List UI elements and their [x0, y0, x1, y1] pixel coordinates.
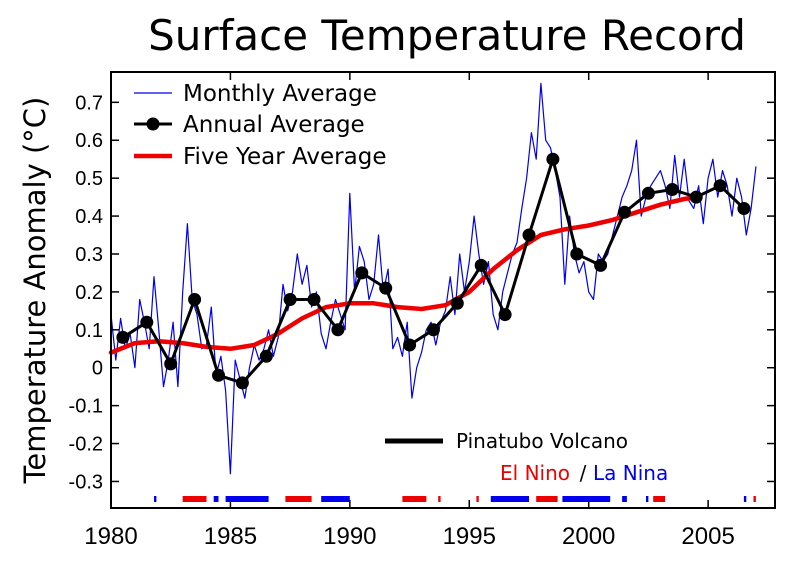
annual-average-point — [546, 152, 560, 166]
legend-label-2: Five Year Average — [183, 144, 386, 170]
annual-average-point — [665, 183, 679, 196]
x-tick-label: 1980 — [84, 523, 137, 550]
annual-average-point — [259, 349, 273, 363]
legend-label-0: Monthly Average — [183, 81, 377, 107]
series-line-0 — [110, 82, 757, 475]
x-tick-label: 1995 — [443, 523, 496, 550]
plot-area — [108, 82, 757, 475]
annual-average-point — [235, 376, 249, 390]
label-separator: / — [580, 461, 587, 485]
annual-average-point — [522, 228, 536, 242]
annual-average-point — [283, 293, 297, 306]
annual-average-point — [403, 338, 417, 352]
la-nina-label: La Nina — [593, 461, 668, 485]
x-tick-label: 2005 — [681, 523, 734, 550]
annual-average-point — [713, 179, 727, 193]
y-tick-label: 0.5 — [75, 168, 103, 190]
x-axis-ticks: 1980 1985 1990 1995 2000 2005 — [84, 72, 735, 550]
y-tick-label: 0.2 — [75, 282, 103, 304]
y-tick-label: 0.1 — [75, 320, 103, 342]
annual-average-point — [188, 293, 202, 306]
plot-frame — [110, 71, 776, 509]
y-tick-label: 0.3 — [75, 244, 103, 266]
y-tick-label: -0.3 — [69, 471, 103, 493]
annual-average-point — [212, 368, 225, 382]
annual-average-point — [737, 202, 751, 215]
annual-average-point — [355, 266, 369, 280]
legend-label-1: Annual Average — [183, 112, 365, 138]
x-tick-label: 1990 — [323, 523, 376, 550]
annual-average-point — [498, 308, 512, 322]
annual-average-point — [307, 293, 321, 306]
legend: Monthly Average Annual Average Five Year A… — [134, 81, 386, 170]
annual-average-point — [689, 190, 703, 204]
el-nino-label: El Nino — [500, 461, 570, 485]
annual-average-point — [116, 330, 130, 344]
annual-average-point — [331, 323, 345, 337]
y-tick-label: -0.2 — [69, 434, 103, 456]
legend-marker — [146, 117, 160, 131]
chart-title: Surface Temperature Record — [148, 11, 746, 60]
annual-average-point — [570, 247, 584, 261]
x-tick-label: 2000 — [562, 523, 615, 550]
annual-average-point — [450, 296, 464, 310]
y-tick-label: 0.4 — [75, 206, 103, 228]
annual-average-point — [164, 357, 178, 371]
annual-average-point — [641, 186, 655, 200]
y-axis-ticks: -0.3 -0.2 -0.1 0 0.1 0.2 0.3 0.4 0.5 0.6 0.7 — [69, 92, 775, 493]
annual-average-point — [140, 315, 154, 329]
annual-average-point — [618, 205, 631, 219]
annual-average-point — [379, 281, 393, 295]
x-tick-label: 1985 — [204, 523, 257, 550]
y-tick-label: 0.6 — [75, 130, 103, 152]
annual-average-point — [594, 258, 608, 272]
annual-average-point — [474, 258, 488, 272]
annual-average-point — [426, 323, 440, 337]
y-tick-label: 0.7 — [75, 92, 103, 114]
y-axis-label: Temperature Anomaly (°C) — [18, 97, 52, 485]
event-annotations: Pinatubo Volcano El Nino / La Nina — [154, 429, 756, 502]
y-tick-label: -0.1 — [69, 396, 103, 418]
volcano-label: Pinatubo Volcano — [456, 429, 628, 453]
y-tick-label: 0 — [92, 358, 103, 380]
